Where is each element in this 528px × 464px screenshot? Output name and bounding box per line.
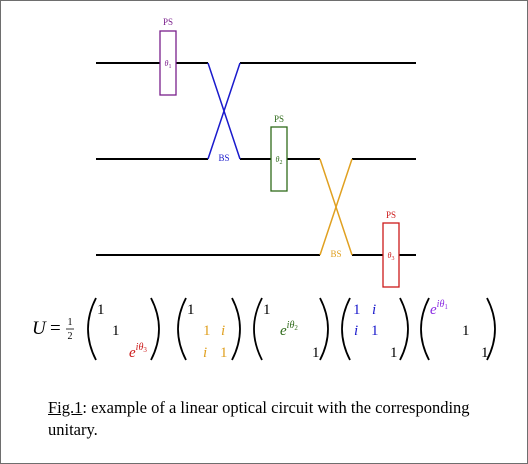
svg-text:1: 1 — [371, 323, 379, 339]
matrix-1: 1 1 eiθ3 — [97, 302, 147, 361]
svg-text:i: i — [354, 323, 358, 339]
matrix-4-left-paren — [341, 297, 351, 361]
matrix-2-left-paren — [177, 297, 187, 361]
phase-shifter-1-angle: θ1 — [165, 59, 172, 70]
svg-text:1: 1 — [462, 323, 470, 339]
svg-text:i: i — [221, 323, 225, 339]
matrix-5: eiθ1 1 1 — [430, 299, 489, 361]
matrix-2: 1 1 i i 1 — [187, 302, 228, 361]
svg-text:1: 1 — [353, 302, 361, 318]
matrix-3-right-paren — [319, 297, 329, 361]
svg-text:1: 1 — [187, 302, 195, 318]
matrix-3-left-paren — [253, 297, 263, 361]
svg-text:eiθ3: eiθ3 — [129, 342, 147, 361]
svg-text:1: 1 — [97, 302, 105, 318]
unitary-equation: U = 1 2 1 1 eiθ3 1 1 i i — [32, 297, 496, 361]
matrix-1-left-paren — [87, 297, 97, 361]
matrix-5-right-paren — [486, 297, 496, 361]
figure-caption: Fig.1: example of a linear optical circu… — [48, 397, 500, 441]
phase-shifter-3-label: PS — [386, 210, 396, 220]
svg-text:eiθ2: eiθ2 — [280, 320, 298, 339]
phase-shifter-3-box — [382, 222, 400, 288]
matrix-5-left-paren — [420, 297, 430, 361]
equation-fraction-denominator: 2 — [68, 331, 73, 342]
matrix-3: 1 eiθ2 1 — [263, 302, 320, 361]
matrix-2-right-paren — [231, 297, 241, 361]
equation-fraction-numerator: 1 — [68, 317, 73, 328]
svg-text:1: 1 — [390, 345, 398, 361]
svg-text:1: 1 — [481, 345, 489, 361]
beam-splitter-1-label: BS — [218, 153, 229, 163]
svg-text:i: i — [203, 345, 207, 361]
phase-shifter-1-label: PS — [163, 17, 173, 27]
matrix-4-right-paren — [399, 297, 409, 361]
equation-equals: = — [50, 318, 61, 339]
svg-text:i: i — [372, 302, 376, 318]
matrix-1-right-paren — [150, 297, 160, 361]
svg-text:1: 1 — [312, 345, 320, 361]
matrix-4: 1 i i 1 1 — [353, 302, 398, 361]
svg-text:1: 1 — [203, 323, 211, 339]
beam-splitter-2 — [319, 158, 353, 256]
beam-splitter-2-label: BS — [330, 249, 341, 259]
svg-text:1: 1 — [220, 345, 228, 361]
svg-text:1: 1 — [263, 302, 271, 318]
caption-text: : example of a linear optical circuit wi… — [48, 398, 470, 439]
phase-shifter-1-box — [159, 30, 177, 96]
figure-reference: Fig.1 — [48, 398, 83, 417]
phase-shifter-3-angle: θ3 — [388, 251, 395, 262]
phase-shifter-2-angle: θ2 — [276, 155, 283, 166]
equation-lhs: U — [32, 318, 47, 339]
phase-shifter-2-label: PS — [274, 114, 284, 124]
beam-splitter-1 — [207, 62, 241, 160]
svg-text:eiθ1: eiθ1 — [430, 299, 448, 318]
svg-text:1: 1 — [112, 323, 120, 339]
phase-shifter-2-box — [270, 126, 288, 192]
